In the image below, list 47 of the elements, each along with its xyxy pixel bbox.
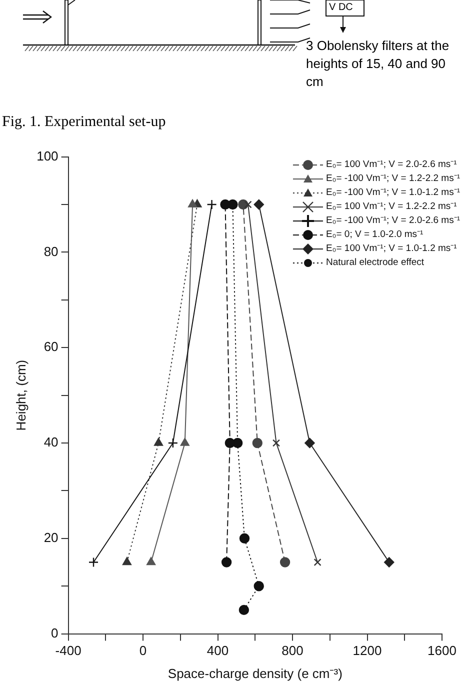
point (168, 438, 178, 448)
x-tick-label: 400 (206, 643, 229, 658)
point (244, 200, 252, 208)
point (254, 581, 264, 592)
y-axis-title: Height, (cm) (13, 360, 28, 431)
y-tick-label: 0 (51, 625, 58, 640)
point (180, 438, 190, 446)
point (384, 557, 394, 568)
legend-label: E₀= 0; V = 1.0-2.0 ms⁻¹ (326, 228, 424, 242)
point (224, 438, 236, 448)
legend-label: E₀= -100 Vm⁻¹; V = 1.0-1.2 ms⁻¹ (326, 186, 460, 200)
point (280, 557, 290, 568)
point (239, 533, 250, 544)
x-tick-label: 1200 (352, 643, 382, 658)
point (304, 438, 315, 448)
point (154, 438, 164, 446)
point (206, 199, 217, 210)
x-axis-title: Space-charge density (e cm⁻³) (168, 666, 342, 681)
x-tick-label: -400 (55, 643, 82, 658)
point (254, 199, 264, 210)
legend-label: E₀= 100 Vm⁻¹; V = 2.0-2.6 ms⁻¹ (326, 158, 457, 172)
point (122, 557, 132, 566)
x-tick-label: 1600 (428, 643, 456, 658)
point (238, 604, 250, 616)
y-tick-label: 60 (44, 339, 58, 354)
text: V DC (329, 2, 353, 13)
point (221, 557, 232, 568)
legend-label: E₀= -100 Vm⁻¹; V = 2.0-2.6 ms⁻¹ (326, 214, 460, 228)
point (272, 439, 280, 447)
y-tick-label: 40 (44, 434, 58, 450)
y-tick-label: 100 (36, 148, 58, 164)
point (188, 199, 198, 208)
legend-label: Natural electrode effect (326, 256, 424, 270)
x-tick-label: 800 (282, 643, 304, 658)
point (88, 557, 99, 568)
text: 3 Obolensky filters at the heights of 15, 40 and 90 cm (306, 37, 450, 91)
caption: Fig. 1. Experimental set-up (2, 114, 166, 131)
point (146, 557, 156, 566)
point (252, 438, 262, 448)
point (220, 199, 230, 210)
legend-label: E₀= 100 Vm⁻¹; V = 1.0-1.2 ms⁻¹ (326, 242, 457, 256)
y-tick-label: 80 (44, 244, 58, 259)
point (314, 558, 322, 566)
x-tick-label: 0 (139, 643, 147, 658)
y-tick-label: 20 (44, 530, 58, 545)
legend-label: E₀= 100 Vm⁻¹; V = 1.2-2.2 ms⁻¹ (326, 200, 457, 214)
legend-label: E₀= -100 Vm⁻¹; V = 1.2-2.2 ms⁻¹ (326, 172, 460, 186)
